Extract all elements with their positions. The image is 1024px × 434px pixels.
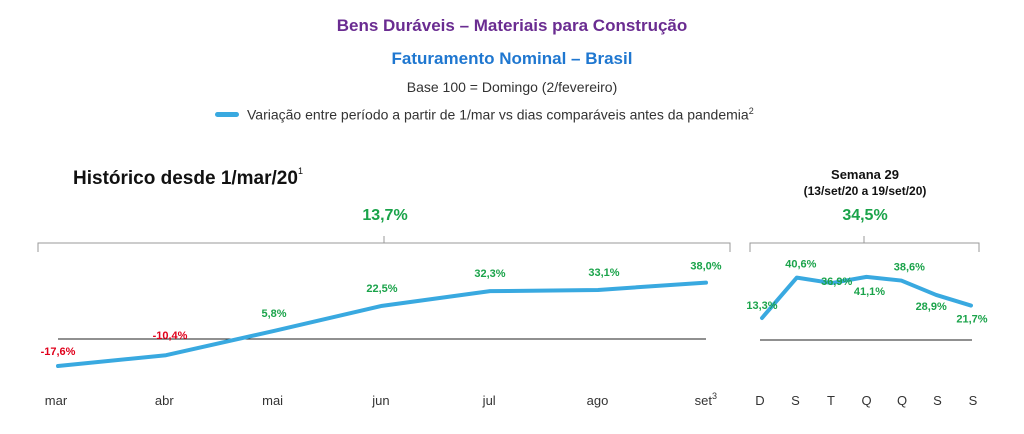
history-data-label: 38,0% <box>690 261 721 273</box>
week-range: (13/set/20 a 19/set/20) <box>803 184 927 198</box>
week-total: 34,5% <box>842 207 888 224</box>
week-x-tick: D <box>755 393 765 408</box>
history-line <box>56 280 708 368</box>
week-data-label: 41,1% <box>854 286 885 298</box>
week-x-tick: T <box>827 393 835 408</box>
legend-swatch <box>215 111 239 117</box>
week-line <box>760 274 973 320</box>
chart-subtitle: Faturamento Nominal – Brasil <box>391 49 633 68</box>
week-x-tick: S <box>968 393 978 408</box>
week-data-label: 13,3% <box>746 300 777 312</box>
history-x-tick: jun <box>372 393 390 408</box>
week-heading: Semana 29 <box>831 167 899 182</box>
history-data-label: -10,4% <box>153 330 188 342</box>
legend-label: Variação entre período a partir de 1/mar… <box>247 105 754 123</box>
week-x-tick: Q <box>896 393 908 408</box>
week-data-label: 21,7% <box>956 314 987 326</box>
week-data-label: 28,9% <box>916 301 947 313</box>
week-bracket <box>749 236 980 252</box>
history-data-label: -17,6% <box>41 346 76 358</box>
history-x-tick: mai <box>262 393 284 408</box>
history-x-tick: mar <box>44 393 68 408</box>
base-note: Base 100 = Domingo (2/fevereiro) <box>406 79 618 95</box>
week-x-tick: Q <box>861 393 872 408</box>
history-x-tick: abr <box>154 393 174 408</box>
week-x-tick: S <box>933 393 942 408</box>
history-x-tick: ago <box>586 393 609 408</box>
week-data-label: 38,6% <box>894 262 925 274</box>
history-total: 13,7% <box>362 207 408 224</box>
legend: Variação entre período a partir de 1/mar… <box>215 104 754 124</box>
week-data-label: 40,6% <box>785 259 816 271</box>
history-heading: Histórico desde 1/mar/201 <box>73 166 303 189</box>
week-x-tick: S <box>791 393 800 408</box>
history-x-tick: set3 <box>694 391 717 408</box>
history-data-label: 5,8% <box>261 308 286 320</box>
history-data-label: 22,5% <box>366 283 397 295</box>
history-data-label: 32,3% <box>474 268 505 280</box>
history-bracket <box>37 236 731 252</box>
history-x-tick: jul <box>482 393 496 408</box>
chart-title: Bens Duráveis – Materiais para Construçã… <box>336 16 688 35</box>
history-data-label: 33,1% <box>588 267 619 279</box>
week-data-label: 36,9% <box>821 276 852 288</box>
